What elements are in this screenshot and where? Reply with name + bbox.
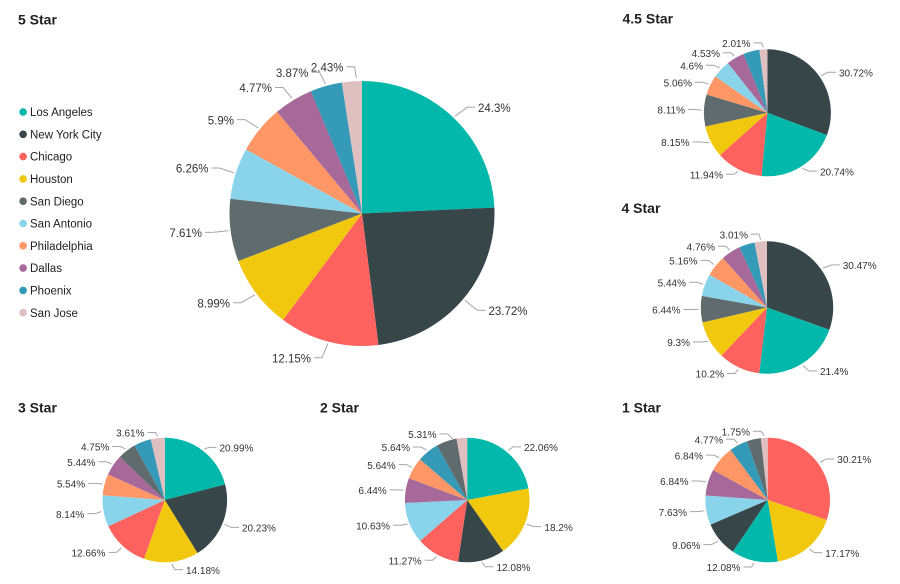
svg-text:12.08%: 12.08% (497, 563, 531, 574)
svg-text:1.75%: 1.75% (722, 428, 750, 439)
svg-text:2 Star: 2 Star (320, 399, 359, 415)
svg-text:14.18%: 14.18% (186, 566, 220, 577)
svg-text:20.99%: 20.99% (220, 444, 254, 455)
svg-text:3.61%: 3.61% (116, 429, 144, 440)
svg-text:8.99%: 8.99% (197, 298, 230, 310)
svg-text:30.21%: 30.21% (837, 455, 871, 466)
svg-text:1 Star: 1 Star (622, 399, 661, 415)
svg-text:5.44%: 5.44% (67, 458, 95, 469)
svg-text:30.72%: 30.72% (839, 69, 873, 80)
svg-text:23.72%: 23.72% (489, 306, 528, 318)
svg-text:11.94%: 11.94% (690, 171, 723, 182)
svg-text:4.77%: 4.77% (239, 83, 272, 95)
svg-text:Houston: Houston (30, 174, 73, 186)
svg-text:20.74%: 20.74% (820, 167, 854, 178)
svg-text:Dallas: Dallas (30, 263, 62, 275)
svg-text:12.08%: 12.08% (707, 563, 741, 574)
svg-text:3.01%: 3.01% (720, 230, 748, 241)
svg-text:6.84%: 6.84% (675, 451, 703, 462)
svg-text:22.06%: 22.06% (524, 443, 558, 454)
svg-text:San Antonio: San Antonio (30, 219, 92, 231)
svg-text:9.3%: 9.3% (667, 338, 690, 349)
svg-text:9.06%: 9.06% (672, 541, 700, 552)
svg-text:New York City: New York City (30, 129, 102, 141)
svg-text:8.11%: 8.11% (657, 106, 685, 117)
svg-text:30.47%: 30.47% (843, 261, 877, 272)
svg-text:8.14%: 8.14% (56, 510, 84, 521)
svg-text:4 Star: 4 Star (622, 200, 661, 216)
svg-text:11.27%: 11.27% (389, 556, 422, 567)
svg-text:5.44%: 5.44% (658, 279, 686, 290)
svg-text:4.77%: 4.77% (695, 436, 723, 447)
svg-text:3 Star: 3 Star (18, 400, 57, 416)
svg-text:17.17%: 17.17% (825, 549, 859, 560)
svg-text:3.87%: 3.87% (276, 68, 309, 80)
svg-text:5 Star: 5 Star (18, 12, 57, 28)
svg-text:San Diego: San Diego (30, 196, 84, 208)
svg-text:6.26%: 6.26% (176, 164, 209, 176)
svg-text:6.84%: 6.84% (660, 477, 688, 488)
svg-text:18.2%: 18.2% (544, 523, 572, 534)
svg-text:5.16%: 5.16% (669, 257, 697, 268)
svg-text:2.43%: 2.43% (311, 63, 344, 75)
svg-text:5.06%: 5.06% (664, 79, 692, 90)
svg-text:21.4%: 21.4% (820, 367, 848, 378)
svg-text:12.66%: 12.66% (71, 549, 105, 560)
svg-text:20.23%: 20.23% (242, 524, 276, 535)
svg-text:4.76%: 4.76% (687, 243, 715, 254)
svg-text:4.5 Star: 4.5 Star (623, 10, 674, 26)
svg-text:4.6%: 4.6% (680, 61, 703, 72)
svg-text:San Jose: San Jose (30, 308, 78, 320)
svg-text:Philadelphia: Philadelphia (30, 241, 93, 253)
svg-text:Los Angeles: Los Angeles (30, 107, 93, 119)
svg-text:5.64%: 5.64% (382, 443, 410, 454)
svg-text:10.63%: 10.63% (356, 521, 390, 532)
svg-text:7.61%: 7.61% (169, 228, 202, 240)
svg-text:10.2%: 10.2% (696, 370, 724, 381)
svg-text:Chicago: Chicago (30, 152, 72, 164)
svg-text:2.01%: 2.01% (722, 39, 750, 50)
svg-text:6.44%: 6.44% (358, 486, 386, 497)
svg-text:24.3%: 24.3% (478, 103, 511, 115)
svg-text:7.63%: 7.63% (659, 508, 687, 519)
svg-text:12.15%: 12.15% (272, 353, 311, 365)
svg-text:8.15%: 8.15% (661, 138, 689, 149)
svg-text:4.75%: 4.75% (81, 443, 109, 454)
svg-text:5.31%: 5.31% (408, 430, 436, 441)
svg-text:4.53%: 4.53% (692, 49, 720, 60)
svg-text:5.64%: 5.64% (367, 461, 395, 472)
svg-text:Phoenix: Phoenix (30, 286, 72, 298)
svg-text:6.44%: 6.44% (652, 306, 680, 317)
svg-text:5.9%: 5.9% (208, 115, 234, 127)
svg-text:5.54%: 5.54% (57, 480, 85, 491)
